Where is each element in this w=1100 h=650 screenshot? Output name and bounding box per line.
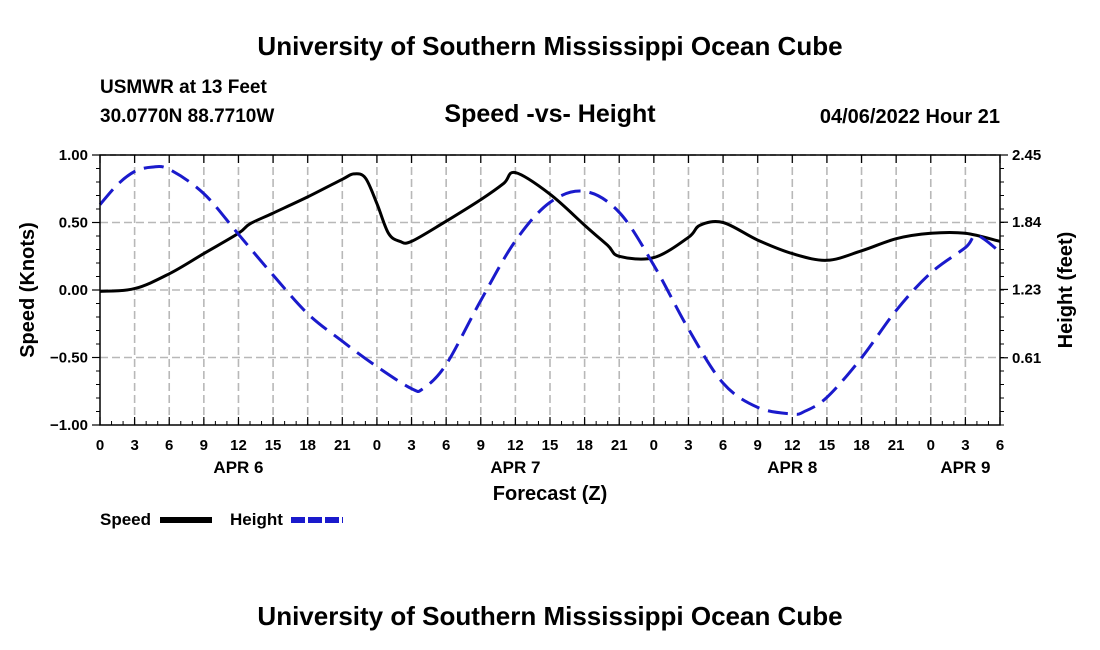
x-tick-label: 18 [853, 437, 870, 454]
ticks: 0 3 6 9 12 15 18 21 0 3 6 9 12 15 18 21 0 3 6 9 12 15 18 21 0 3 6 1… [50, 147, 1042, 477]
station-name: USMWR at 13 Feet [100, 77, 267, 98]
x-tick-label: 12 [507, 437, 524, 454]
y-tick-label: −1.00 [50, 417, 88, 434]
x-tick-label: 15 [265, 437, 282, 454]
series-line-speed [99, 170, 1001, 293]
x-tick-label: 15 [819, 437, 836, 454]
y2-tick-label: 1.23 [1012, 281, 1041, 298]
series-line-height [98, 164, 1001, 416]
y2-tick-label: 2.45 [1012, 147, 1041, 164]
y-tick-label: 0.00 [59, 282, 88, 299]
forecast-timestamp: 04/06/2022 Hour 21 [819, 106, 1000, 128]
x-tick-label: 3 [684, 437, 692, 454]
y2-tick-label: 1.84 [1012, 214, 1042, 231]
date-label: APR 6 [213, 458, 263, 477]
x-tick-label: 15 [542, 437, 559, 454]
x-tick-label: 21 [334, 437, 351, 454]
y-tick-label: −0.50 [50, 350, 88, 367]
x-tick-label: 12 [230, 437, 247, 454]
x-tick-label: 9 [754, 437, 762, 454]
date-label: APR 7 [490, 458, 540, 477]
x-tick-label: 0 [96, 437, 104, 454]
x-tick-label: 3 [961, 437, 969, 454]
y-tick-label: 1.00 [59, 147, 88, 164]
legend: Speed Height [100, 510, 343, 529]
x-tick-label: 6 [442, 437, 450, 454]
x-tick-label: 0 [650, 437, 658, 454]
legend-speed-label: Speed [100, 510, 151, 529]
x-tick-label: 0 [927, 437, 935, 454]
x-tick-label: 3 [130, 437, 138, 454]
y2-axis-label: Height (feet) [1055, 232, 1077, 349]
station-coordinates: 30.0770N 88.7710W [100, 106, 275, 127]
x-tick-label: 12 [784, 437, 801, 454]
x-tick-label: 18 [576, 437, 593, 454]
y2-tick-label: 0.61 [1012, 350, 1041, 367]
chart-title: Speed -vs- Height [444, 100, 656, 128]
x-tick-label: 0 [373, 437, 381, 454]
legend-height-label: Height [230, 510, 283, 529]
x-tick-label: 6 [996, 437, 1004, 454]
x-tick-label: 6 [165, 437, 173, 454]
x-tick-label: 9 [477, 437, 485, 454]
page-title: University of Southern Mississippi Ocean… [257, 31, 843, 61]
y-tick-label: 0.50 [59, 215, 88, 232]
x-tick-label: 9 [200, 437, 208, 454]
x-axis-label: Forecast (Z) [493, 483, 607, 505]
x-tick-label: 21 [888, 437, 905, 454]
x-tick-label: 6 [719, 437, 727, 454]
y-axis-label: Speed (Knots) [17, 222, 39, 358]
date-label: APR 9 [940, 458, 990, 477]
x-tick-label: 3 [407, 437, 415, 454]
x-tick-label: 21 [611, 437, 628, 454]
speed-height-chart: 0 3 6 9 12 15 18 21 0 3 6 9 12 15 18 21 0 3 6 9 12 15 18 21 0 3 6 1… [17, 147, 1077, 529]
page-title-footer: University of Southern Mississippi Ocean… [257, 601, 843, 631]
x-tick-label: 18 [299, 437, 316, 454]
date-label: APR 8 [767, 458, 817, 477]
series-layer [98, 164, 1001, 416]
